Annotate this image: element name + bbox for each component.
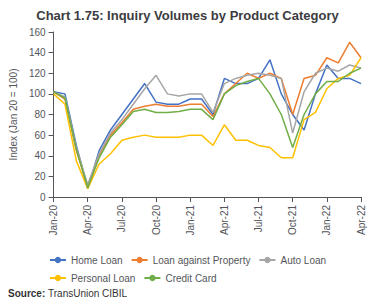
svg-text:60: 60 — [34, 130, 46, 141]
svg-text:Jan-20: Jan-20 — [48, 205, 59, 236]
svg-text:80: 80 — [34, 109, 46, 120]
svg-text:Jul-21: Jul-21 — [253, 205, 264, 233]
svg-text:Apr-22: Apr-22 — [356, 205, 367, 235]
svg-text:Chart 1.75: Inquiry Volumes by: Chart 1.75: Inquiry Volumes by Product C… — [36, 8, 339, 23]
svg-text:Oct-21: Oct-21 — [287, 205, 298, 235]
svg-text:Apr-20: Apr-20 — [82, 205, 93, 235]
svg-text:120: 120 — [29, 68, 46, 79]
svg-text:160: 160 — [29, 27, 46, 38]
svg-text:100: 100 — [29, 88, 46, 99]
svg-text:Loan against Property: Loan against Property — [153, 255, 251, 266]
svg-text:40: 40 — [34, 150, 46, 161]
svg-text:0: 0 — [40, 192, 46, 203]
svg-text:Jan-22: Jan-22 — [321, 205, 332, 236]
svg-text:TransUnion CIBIL: TransUnion CIBIL — [48, 288, 128, 299]
svg-text:20: 20 — [34, 171, 46, 182]
svg-text:Index (Jan 20 = 100): Index (Jan 20 = 100) — [8, 68, 19, 160]
svg-text:Jul-20: Jul-20 — [116, 205, 127, 233]
svg-text:Jan-21: Jan-21 — [185, 205, 196, 236]
svg-text:Auto Loan: Auto Loan — [280, 255, 326, 266]
svg-text:Oct-20: Oct-20 — [151, 205, 162, 235]
svg-text:Credit Card: Credit Card — [165, 273, 216, 284]
svg-text:Apr-21: Apr-21 — [219, 205, 230, 235]
svg-text:Personal Loan: Personal Loan — [71, 273, 136, 284]
svg-text:Source:: Source: — [8, 288, 45, 299]
svg-text:Home Loan: Home Loan — [71, 255, 123, 266]
svg-text:140: 140 — [29, 47, 46, 58]
